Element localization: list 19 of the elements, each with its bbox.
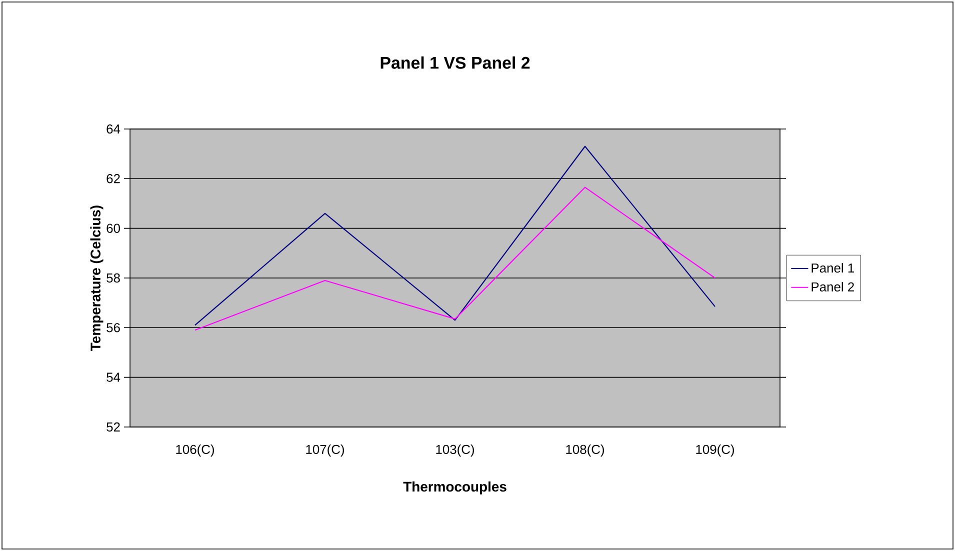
line-series xyxy=(194,186,716,331)
y-tick-label: 56 xyxy=(106,323,120,332)
y-tick-label: 54 xyxy=(106,372,120,382)
y-tick-label: 60 xyxy=(106,224,120,233)
y-tick-label: 62 xyxy=(106,174,120,184)
chart-title: Panel 1 VS Panel 2 xyxy=(380,56,530,69)
y-tick-label: 64 xyxy=(106,124,120,134)
x-tick-label: 103(C) xyxy=(436,444,474,457)
y-axis-title: Temperature (Celcius) xyxy=(90,206,104,351)
y-tick-label: 52 xyxy=(106,422,120,432)
x-tick-label: 108(C) xyxy=(566,444,604,457)
legend-label: Panel 1 xyxy=(812,263,854,273)
x-tick-label: 107(C) xyxy=(306,444,344,457)
x-tick-label: 109(C) xyxy=(696,444,734,457)
y-tick-label: 58 xyxy=(106,273,120,283)
x-tick-label: 106(C) xyxy=(176,444,214,457)
x-axis-title: Thermocouples xyxy=(403,481,506,494)
line-series xyxy=(194,146,716,326)
legend-label: Panel 2 xyxy=(812,282,854,292)
